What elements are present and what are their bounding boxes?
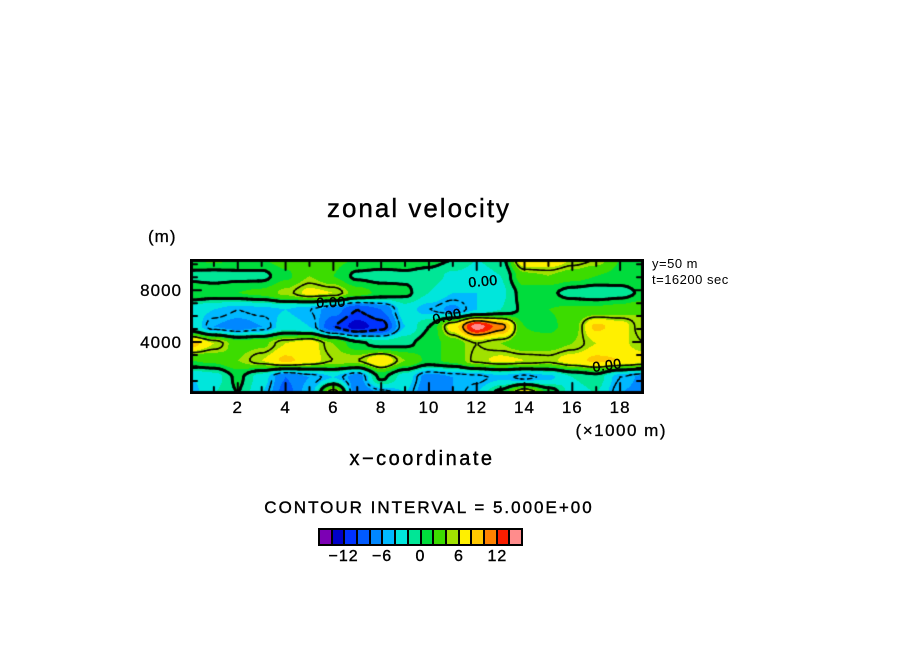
colorbar-tick-label: −6 (371, 548, 393, 565)
colorbar-cell (457, 530, 471, 544)
y-axis-unit-label: (m) (148, 227, 177, 246)
colorbar-cell (320, 530, 331, 544)
y-tick-label: 8000 (140, 281, 182, 301)
colorbar-tick-label: −12 (328, 548, 359, 565)
plot-annotations: y=50 m t=16200 sec (652, 256, 729, 288)
x-tick-label: 10 (418, 398, 440, 417)
colorbar-cell (419, 530, 433, 544)
colorbar-cell (368, 530, 382, 544)
x-tick-label: 18 (609, 398, 631, 417)
colorbar-cell (444, 530, 458, 544)
colorbar-cell (343, 530, 357, 544)
contour-plot-canvas (190, 259, 644, 394)
colorbar-cell (394, 530, 407, 544)
colorbar-cell (330, 530, 344, 544)
plot-title: zonal velocity (326, 193, 512, 223)
contour-value-label: 0.00 (467, 271, 499, 291)
annotation-time: t=16200 sec (652, 272, 729, 287)
colorbar-cell (381, 530, 395, 544)
colorbar-cell (406, 530, 420, 544)
x-tick-label: 2 (232, 398, 244, 417)
colorbar-cell (508, 530, 521, 544)
colorbar (318, 528, 523, 546)
colorbar-cell (432, 530, 445, 544)
colorbar-cell (482, 530, 496, 544)
y-tick-label: 4000 (140, 333, 182, 353)
contour-value-label: 0.00 (315, 293, 346, 311)
x-tick-label: 16 (561, 398, 583, 417)
x-tick-label: 6 (328, 398, 339, 417)
x-tick-label: 4 (280, 398, 291, 417)
x-tick-label: 12 (466, 398, 488, 417)
x-tick-label: 14 (514, 398, 535, 417)
contour-interval-note: CONTOUR INTERVAL = 5.000E+00 (264, 498, 594, 517)
colorbar-cell (470, 530, 483, 544)
colorbar-tick-label: 12 (487, 548, 508, 565)
x-axis-unit-label: (×1000 m) (575, 421, 667, 440)
colorbar-tick-label: 0 (415, 548, 426, 565)
x-tick-label: 8 (375, 398, 387, 417)
contour-plot-area: 0.00 0.00 0.00 0.00 (190, 259, 644, 394)
annotation-y-slice: y=50 m (652, 256, 698, 271)
colorbar-tick-label: 6 (453, 548, 464, 565)
x-axis-title: x−coordinate (349, 448, 495, 470)
colorbar-cell (495, 530, 509, 544)
colorbar-labels: −12 −6 0 6 12 (318, 548, 523, 568)
colorbar-cell (356, 530, 369, 544)
